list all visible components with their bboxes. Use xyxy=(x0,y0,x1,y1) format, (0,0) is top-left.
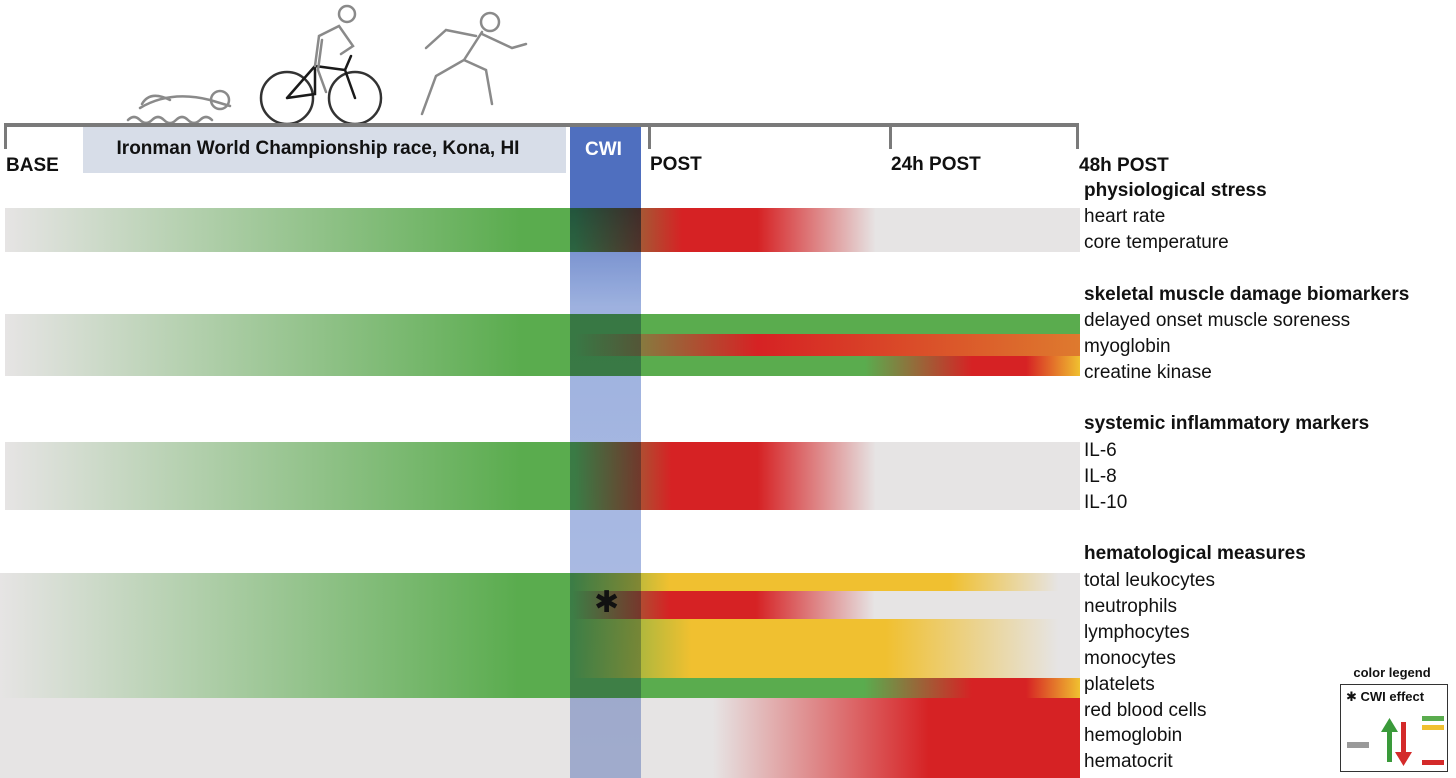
band-inflammatory xyxy=(5,442,1080,510)
timeline-label-cwi: CWI xyxy=(585,139,622,160)
band-hematological-lymphocytes-monocytes xyxy=(0,619,1080,678)
row-label: delayed onset muscle soreness xyxy=(1084,310,1351,331)
timeline-tick-48h xyxy=(1076,123,1079,149)
legend-symbols xyxy=(1347,716,1444,766)
row-label: monocytes xyxy=(1084,648,1176,669)
category-title: hematological measures xyxy=(1084,543,1306,564)
cyclist-icon xyxy=(259,4,383,126)
band-muscle-damage-myoglobin xyxy=(5,334,1080,356)
arrow-down-icon xyxy=(1395,722,1412,766)
category-title: systemic inflammatory markers xyxy=(1084,413,1370,434)
row-label: IL-8 xyxy=(1084,466,1117,487)
band-physiological-stress xyxy=(5,208,1080,252)
swimmer-icon xyxy=(126,89,232,125)
legend-title: color legend xyxy=(1353,665,1431,680)
cwi-column-top xyxy=(570,127,641,208)
race-label: Ironman World Championship race, Kona, H… xyxy=(116,138,520,159)
timeline-axis xyxy=(4,123,1078,127)
timeline-label-48h: 48h POST xyxy=(1079,155,1169,176)
row-label: hematocrit xyxy=(1084,751,1173,772)
row-label: neutrophils xyxy=(1084,596,1177,617)
band-hematological-platelets xyxy=(0,678,1080,698)
band-hematological-rbc xyxy=(0,698,1080,778)
legend-red-dash xyxy=(1422,760,1444,765)
row-label: hemoglobin xyxy=(1084,725,1183,746)
cwi-column xyxy=(570,127,641,778)
timeline-label-24h: 24h POST xyxy=(891,154,981,175)
timeline-tick-post xyxy=(648,123,651,149)
timeline-tick-24h xyxy=(889,123,892,149)
row-label: total leukocytes xyxy=(1084,570,1215,591)
runner-icon xyxy=(420,11,528,116)
cwi-effect-marker: ✱ xyxy=(594,586,620,619)
band-muscle-damage-doms xyxy=(5,314,1080,334)
band-hematological-leukocytes xyxy=(0,573,1080,591)
triathlon-icons xyxy=(126,4,528,126)
row-label: IL-6 xyxy=(1084,440,1117,461)
legend-cwi-effect: ✱ CWI effect xyxy=(1346,689,1425,704)
arrow-up-icon xyxy=(1381,718,1398,762)
race-period-box xyxy=(83,127,566,173)
category-title: skeletal muscle damage biomarkers xyxy=(1084,284,1410,305)
row-label: core temperature xyxy=(1084,232,1229,253)
row-label: IL-10 xyxy=(1084,492,1128,513)
legend-neutral-dash xyxy=(1347,742,1369,748)
band-muscle-damage-ck xyxy=(5,356,1080,376)
row-label: myoglobin xyxy=(1084,336,1171,357)
row-label: platelets xyxy=(1084,674,1155,695)
category-title: physiological stress xyxy=(1084,180,1267,201)
legend-yellow-dash xyxy=(1422,725,1444,730)
timeline-label-post: POST xyxy=(650,154,702,175)
row-label: creatine kinase xyxy=(1084,362,1212,383)
row-label: red blood cells xyxy=(1084,700,1207,721)
row-label: heart rate xyxy=(1084,206,1166,227)
timeline-tick-base xyxy=(4,123,7,149)
legend-green-dash xyxy=(1422,716,1444,721)
timeline-label-base: BASE xyxy=(6,155,59,176)
band-hematological-neutrophils xyxy=(0,591,1080,619)
row-label: lymphocytes xyxy=(1084,622,1190,643)
